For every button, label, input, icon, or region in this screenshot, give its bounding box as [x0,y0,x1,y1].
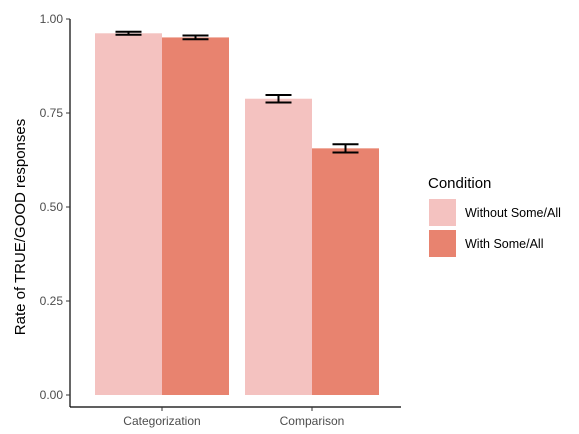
bar-0-1 [162,37,229,395]
bar-0-0 [95,33,162,396]
y-tick-label: 1.00 [40,12,64,26]
legend: Condition Without Some/All With Some/All [428,175,561,257]
legend-swatch [429,199,456,226]
bar-1-1 [312,148,379,395]
x-tick-label: Categorization [123,414,200,428]
errorbars-layer [115,30,359,154]
y-tick-label: 0.00 [40,388,64,402]
legend-title: Condition [428,175,491,192]
legend-swatch [429,230,456,257]
y-tick-label: 0.50 [40,200,64,214]
legend-label: Without Some/All [465,206,561,220]
y-tick-label: 0.75 [40,106,64,120]
y-tick-label: 0.25 [40,294,64,308]
bar-1-0 [245,98,312,395]
legend-label: With Some/All [465,237,544,251]
legend-items: Without Some/All With Some/All [429,199,561,257]
y-axis-title: Rate of TRUE/GOOD responses [12,119,29,335]
y-ticks: 0.00 0.25 0.50 0.75 1.00 [40,12,70,402]
bars-layer [95,33,379,396]
x-tick-label: Comparison [280,414,345,428]
x-ticks: Categorization Comparison [123,407,344,428]
